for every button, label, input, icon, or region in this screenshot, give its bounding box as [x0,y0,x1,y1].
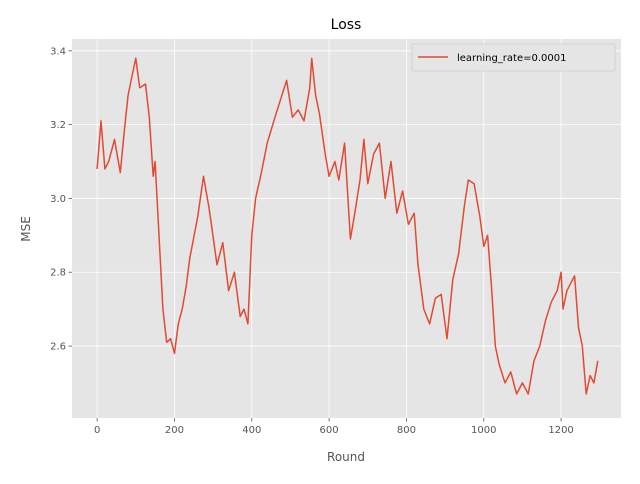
chart-title: Loss [331,17,362,33]
x-tick-label: 1200 [548,425,573,436]
x-axis-label: Round [327,450,365,464]
y-tick-label: 2.6 [50,342,66,353]
x-tick-label: 600 [320,425,339,436]
y-tick-label: 3.0 [50,194,66,205]
y-axis-label: MSE [19,216,33,242]
x-tick-label: 400 [242,425,261,436]
x-tick-label: 0 [94,425,100,436]
series-group [96,57,599,395]
y-tick-label: 2.8 [50,268,66,279]
plot-area [72,39,621,418]
y-tick-label: 3.4 [50,46,66,57]
legend: learning_rate=0.0001 [411,43,616,72]
legend-box [411,43,616,72]
y-tick-label: 3.2 [50,120,66,131]
x-tick-label: 200 [165,425,184,436]
series-line-0 [96,57,599,395]
x-tick-label: 1000 [471,425,496,436]
x-tick-label: 800 [397,425,416,436]
legend-label: learning_rate=0.0001 [457,53,566,64]
axis-ticks: 0 200 400 600 800 1000 1200 2.6 2.8 3.0 3.2 3.4 [50,46,574,436]
